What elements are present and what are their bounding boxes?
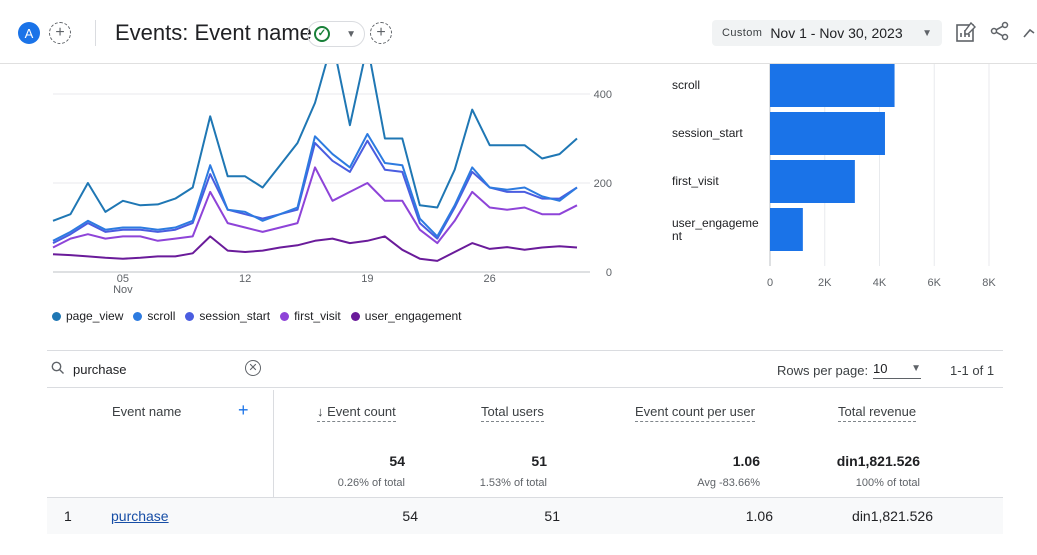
total-revenue: din1,821.526 bbox=[836, 453, 920, 469]
column-divider bbox=[273, 390, 274, 534]
rows-per-page-select[interactable]: 10 ▼ bbox=[873, 359, 921, 379]
report-status-chip[interactable]: ✓ ▼ bbox=[307, 21, 365, 47]
rows-per-page-label: Rows per page: bbox=[777, 363, 869, 378]
row-event-count-per-user: 1.06 bbox=[745, 508, 773, 524]
series-line-first-visit[interactable] bbox=[52, 166, 578, 249]
share-icon[interactable] bbox=[990, 21, 1010, 41]
chevron-down-icon: ▼ bbox=[346, 28, 356, 40]
column-header-event-count-per-user[interactable]: Event count per user bbox=[635, 404, 755, 422]
series-line-user-engagement[interactable] bbox=[52, 235, 578, 262]
x-tick-label: 6K bbox=[928, 277, 942, 289]
bar-4[interactable] bbox=[770, 208, 803, 251]
date-range-value: Nov 1 - Nov 30, 2023 bbox=[770, 25, 903, 41]
row-total-revenue: din1,821.526 bbox=[852, 508, 933, 524]
x-tick-label: 8K bbox=[982, 277, 996, 289]
check-circle-icon: ✓ bbox=[314, 26, 330, 42]
legend-label: scroll bbox=[147, 309, 176, 323]
total-users-share: 1.53% of total bbox=[479, 477, 547, 489]
header-divider bbox=[95, 20, 96, 46]
total-event-count-per-user: 1.06 bbox=[732, 453, 760, 469]
y-tick-label: 200 bbox=[594, 178, 612, 190]
legend-dot bbox=[280, 311, 290, 321]
rows-per-page-value: 10 bbox=[873, 361, 888, 376]
x-tick-label: 26 bbox=[484, 273, 496, 285]
pagination-status: 1-1 of 1 bbox=[950, 363, 995, 378]
add-filter-button[interactable]: + bbox=[370, 22, 392, 44]
x-tick-label: 2K bbox=[818, 277, 832, 289]
legend-item-session-start[interactable]: session_start bbox=[185, 309, 270, 323]
events-over-time-chart: 400 200 0 05 12 19 26 Nov bbox=[52, 64, 612, 296]
category-label: session_start bbox=[672, 126, 743, 140]
date-range-picker[interactable]: Custom Nov 1 - Nov 30, 2023 ▼ bbox=[712, 20, 942, 46]
y-tick-label: 0 bbox=[606, 267, 612, 279]
clear-search-icon[interactable]: ✕ bbox=[245, 360, 261, 376]
x-tick-label: 12 bbox=[239, 273, 251, 285]
legend-dot bbox=[350, 311, 360, 321]
table-search-input[interactable] bbox=[73, 359, 253, 379]
comparison-avatar[interactable]: A bbox=[18, 22, 40, 44]
column-header-total-users[interactable]: Total users bbox=[481, 404, 544, 422]
row-event-count: 54 bbox=[402, 508, 418, 524]
category-label: scroll bbox=[672, 78, 700, 92]
bar-3[interactable] bbox=[770, 160, 855, 203]
legend-label: page_view bbox=[66, 309, 124, 323]
legend-label: user_engagement bbox=[364, 309, 462, 323]
row-index: 1 bbox=[64, 508, 72, 524]
total-event-count: 54 bbox=[389, 453, 405, 469]
legend-item-page-view[interactable]: page_view bbox=[52, 309, 123, 323]
chevron-down-icon: ▼ bbox=[922, 27, 932, 39]
category-label: user_engageme bbox=[672, 216, 759, 230]
column-header-event-count[interactable]: ↓ Event count bbox=[317, 404, 396, 422]
total-event-count-share: 0.26% of total bbox=[337, 477, 405, 489]
column-header-event-name[interactable]: Event name bbox=[112, 404, 182, 419]
add-dimension-button[interactable]: + bbox=[238, 400, 249, 420]
total-users: 51 bbox=[531, 453, 547, 469]
x-tick-label: 05 bbox=[117, 273, 129, 285]
report-header: A + Events: Event name ✓ ▼ + Custom Nov … bbox=[0, 0, 1037, 64]
x-tick-label: 4K bbox=[873, 277, 887, 289]
chevron-down-icon: ▼ bbox=[911, 363, 921, 374]
search-icon bbox=[51, 361, 64, 374]
x-tick-label: 19 bbox=[361, 273, 373, 285]
y-tick-label: 400 bbox=[594, 89, 612, 101]
legend-dot bbox=[133, 311, 143, 321]
x-tick-label: 0 bbox=[767, 277, 773, 289]
chart-legend: page_view scroll session_start first_visit u… bbox=[52, 309, 462, 323]
series-line-page-view[interactable] bbox=[52, 64, 578, 222]
legend-dot bbox=[52, 311, 61, 321]
legend-item-scroll[interactable]: scroll bbox=[133, 309, 175, 323]
legend-label: first_visit bbox=[294, 309, 341, 323]
bar-1[interactable] bbox=[770, 64, 895, 107]
row-total-users: 51 bbox=[544, 508, 560, 524]
insights-icon[interactable] bbox=[1022, 21, 1037, 41]
legend-dot bbox=[185, 311, 195, 321]
event-name-link[interactable]: purchase bbox=[111, 508, 169, 524]
category-label: first_visit bbox=[672, 174, 719, 188]
legend-item-first-visit[interactable]: first_visit bbox=[280, 309, 341, 323]
row-divider bbox=[47, 497, 1003, 498]
add-comparison-button[interactable]: + bbox=[49, 22, 71, 44]
legend-label: session_start bbox=[199, 309, 271, 323]
table-toolbar: ✕ Rows per page: 10 ▼ 1-1 of 1 bbox=[47, 350, 1003, 388]
date-range-mode: Custom bbox=[722, 27, 763, 39]
column-header-total-revenue[interactable]: Total revenue bbox=[838, 404, 917, 422]
series-line-scroll[interactable] bbox=[52, 133, 578, 242]
event-count-bar-chart: 0 2K 4K 6K 8K scroll session_start first_visitu… bbox=[672, 64, 996, 289]
category-label: nt bbox=[672, 229, 683, 243]
x-month-label: Nov bbox=[113, 284, 133, 296]
legend-item-user-engagement[interactable]: user_engagement bbox=[350, 309, 462, 323]
page-title: Events: Event name bbox=[115, 20, 312, 45]
bar-2[interactable] bbox=[770, 112, 885, 155]
customize-report-icon[interactable] bbox=[955, 21, 977, 43]
total-revenue-share: 100% of total bbox=[855, 477, 920, 489]
total-event-count-per-user-avg: Avg -83.66% bbox=[697, 477, 760, 489]
table-row[interactable]: 1 purchase 54 51 1.06 din1,821.526 bbox=[47, 498, 1003, 534]
